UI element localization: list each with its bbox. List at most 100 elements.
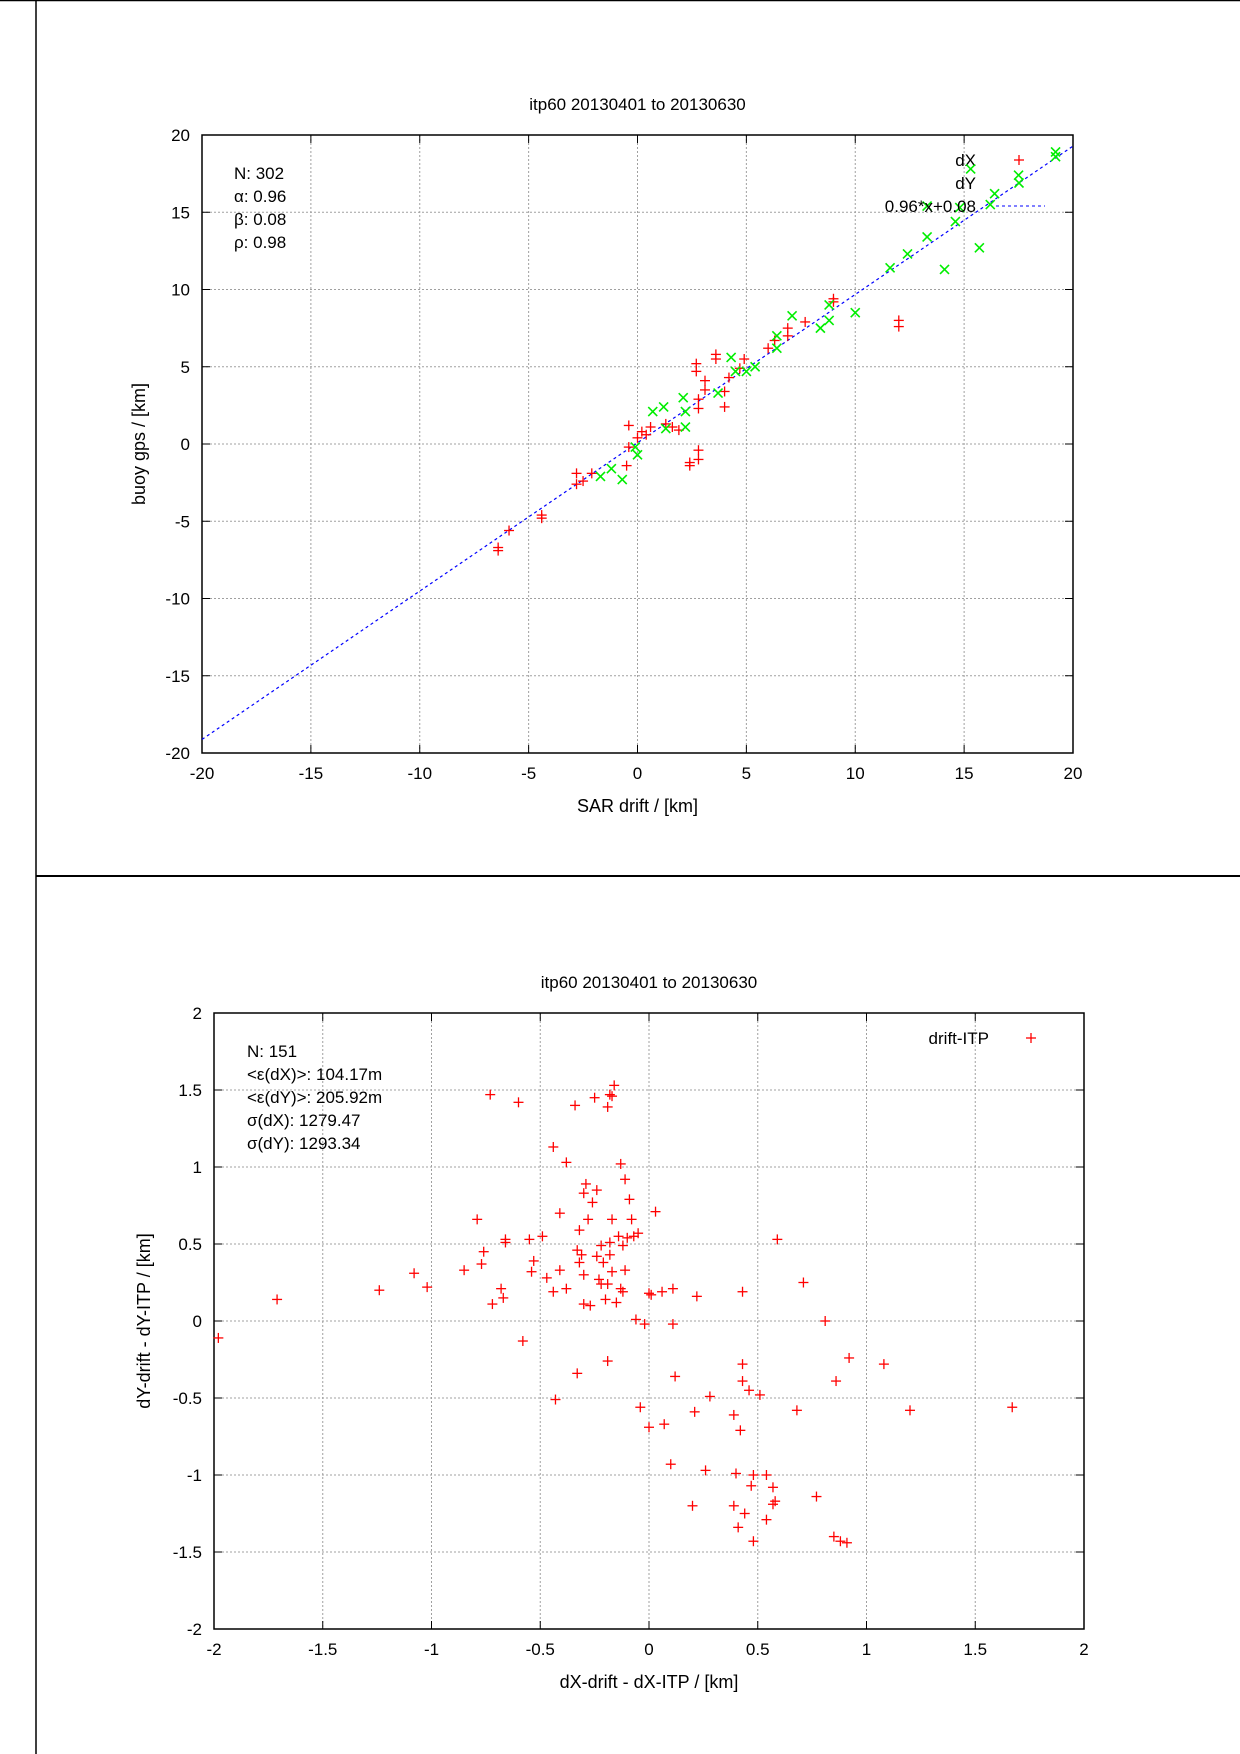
data-point-drift-itp — [620, 1174, 631, 1185]
x-tick-label: 1.5 — [963, 1640, 987, 1659]
data-point-drift-itp — [767, 1482, 778, 1493]
data-point-drift-itp — [580, 1178, 591, 1189]
data-point-drift-itp — [476, 1259, 487, 1270]
stats-annotation: α: 0.96 — [234, 187, 286, 206]
x-tick-label: 0 — [644, 1640, 653, 1659]
data-point-dx — [641, 429, 652, 440]
data-point-dx — [800, 316, 811, 327]
legend-marker-drift-itp — [1026, 1033, 1036, 1043]
legend-label-dx: dX — [955, 151, 976, 170]
data-point-dy-b — [815, 323, 826, 334]
data-point-drift-itp — [689, 1406, 700, 1417]
data-point-dx — [536, 513, 547, 524]
data-point-dy — [647, 406, 658, 417]
data-point-drift-itp — [635, 1402, 646, 1413]
stats-annotation: ρ: 0.98 — [234, 233, 286, 252]
data-point-drift-itp — [737, 1286, 748, 1297]
data-point-dx — [700, 375, 711, 386]
data-point-dy-b — [595, 471, 606, 482]
data-point-dy — [787, 310, 798, 321]
data-point-dy — [1013, 170, 1024, 181]
y-tick-label: -20 — [165, 744, 190, 763]
data-point-drift-itp — [615, 1158, 626, 1169]
data-point-drift-itp — [574, 1225, 585, 1236]
data-point-dx — [700, 384, 711, 395]
data-point-dy-b — [630, 442, 641, 453]
x-tick-label: 5 — [742, 764, 751, 783]
data-point-dy-b — [632, 449, 643, 460]
data-point-drift-itp — [828, 1531, 839, 1542]
data-point-drift-itp — [700, 1465, 711, 1476]
data-point-dy — [885, 262, 896, 273]
data-point-drift-itp — [611, 1297, 622, 1308]
data-point-dy — [950, 216, 961, 227]
data-point-drift-itp — [561, 1157, 572, 1168]
data-point-drift-itp — [657, 1286, 668, 1297]
y-tick-label: 0 — [181, 435, 190, 454]
data-point-dx — [691, 366, 702, 377]
data-point-dy-b — [1050, 151, 1061, 162]
data-point-drift-itp — [548, 1286, 559, 1297]
data-point-drift-itp — [748, 1536, 759, 1547]
data-point-drift-itp — [604, 1249, 615, 1260]
data-point-drift-itp — [646, 1289, 657, 1300]
data-point-drift-itp — [733, 1522, 744, 1533]
data-point-drift-itp — [604, 1237, 615, 1248]
x-tick-label: -5 — [521, 764, 536, 783]
data-point-dy-b — [885, 262, 896, 273]
data-point-drift-itp — [744, 1385, 755, 1396]
y-tick-label: -2 — [187, 1620, 202, 1639]
y-tick-label: -10 — [165, 590, 190, 609]
data-point-drift-itp — [746, 1480, 757, 1491]
data-point-drift-itp — [591, 1251, 602, 1262]
data-point-drift-itp — [687, 1500, 698, 1511]
scatter-plot-sar-vs-gps: -20 -15 -10 -5 0 5 10 15 20 -20 -15 -10 -5 0 5 10 15 20 it… — [129, 95, 1082, 816]
data-point-drift-itp — [607, 1214, 618, 1225]
data-point-drift-itp — [670, 1371, 681, 1382]
y-tick-label: 5 — [181, 358, 190, 377]
data-point-drift-itp — [644, 1288, 654, 1299]
stats-annotation: σ(dX): 1279.47 — [247, 1111, 361, 1130]
data-point-dy — [771, 330, 782, 341]
data-point-dy-b — [658, 401, 669, 412]
y-tick-label: 1 — [193, 1158, 202, 1177]
legend-marker-dx — [1014, 155, 1024, 165]
data-point-drift-itp — [541, 1272, 552, 1283]
chart-title: itp60 20130401 to 20130630 — [541, 973, 757, 992]
x-tick-label: -2 — [206, 1640, 221, 1659]
data-point-drift-itp — [731, 1468, 741, 1479]
data-point-drift-itp — [770, 1496, 781, 1507]
data-point-drift-itp — [739, 1508, 750, 1519]
data-point-dy — [824, 299, 835, 311]
data-point-drift-itp — [409, 1268, 420, 1279]
data-point-drift-itp — [607, 1266, 618, 1277]
data-point-drift-itp — [748, 1470, 759, 1480]
data-point-dy-b — [647, 406, 658, 417]
data-point-dy-b — [985, 199, 996, 210]
data-point-dy-b — [850, 307, 861, 318]
data-point-drift-itp — [526, 1266, 537, 1277]
stats-annotation: σ(dY): 1293.34 — [247, 1134, 361, 1153]
data-point-drift-itp — [554, 1265, 565, 1276]
data-point-drift-itp — [737, 1359, 748, 1370]
data-point-drift-itp — [704, 1391, 715, 1402]
data-point-drift-itp — [665, 1459, 676, 1470]
stats-annotation: β: 0.08 — [234, 210, 286, 229]
data-point-dy — [954, 202, 965, 213]
data-point-drift-itp — [500, 1237, 511, 1248]
data-point-dy-b — [974, 242, 985, 253]
data-point-dy-b — [713, 387, 724, 399]
stats-annotation: <ε(dX)>: 104.17m — [247, 1065, 382, 1084]
data-point-drift-itp — [496, 1283, 507, 1294]
data-point-dy-b — [741, 366, 752, 377]
data-point-dx — [739, 354, 750, 365]
data-point-drift-itp — [574, 1257, 585, 1268]
data-point-drift-itp — [835, 1536, 846, 1547]
data-point-drift-itp — [791, 1405, 802, 1416]
data-point-drift-itp — [537, 1231, 548, 1242]
x-axis-label: dX-drift - dX-ITP / [km] — [560, 1672, 739, 1692]
data-point-dy — [922, 231, 933, 243]
data-point-dy-b — [660, 423, 671, 434]
data-point-dy-b — [939, 264, 950, 275]
x-tick-label: 15 — [955, 764, 974, 783]
